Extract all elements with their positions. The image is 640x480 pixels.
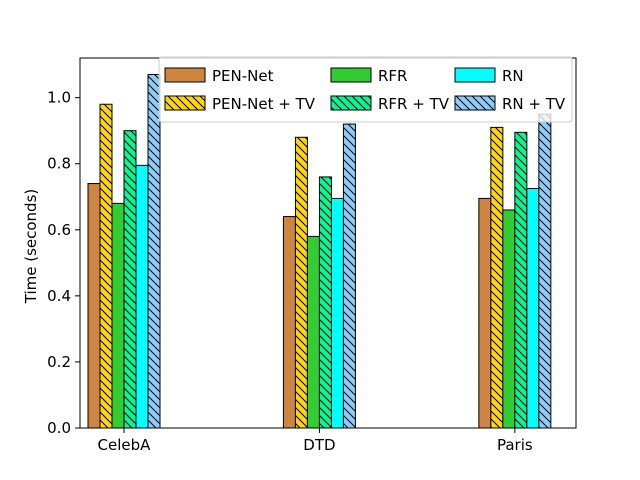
y-tick-label: 0.4 (47, 287, 71, 305)
bar-rfr-celeba (111, 202, 125, 429)
bar-pen-net-paris (478, 197, 492, 429)
legend-swatch-hatch (331, 96, 371, 110)
y-tick-label: 0.6 (47, 221, 71, 239)
bar-hatch (124, 130, 136, 428)
bar-rn-celeba (135, 164, 149, 429)
legend: PEN-Net PEN-Net + TV RFR RFR + TV RN RN + TV (158, 56, 573, 123)
x-axis-ticks: CelebA DTD Paris (98, 428, 533, 454)
bar-hatch (148, 74, 160, 429)
bar-hatch (490, 127, 503, 428)
legend-swatch (330, 67, 372, 83)
y-tick-label: 0.0 (47, 419, 71, 437)
bar-pen-net-dtd (282, 216, 296, 429)
legend-swatch (454, 67, 496, 83)
bar-hatch (295, 137, 308, 429)
legend-swatch-hatch (165, 96, 205, 110)
bar-hatch (319, 176, 332, 428)
legend-label: RN + TV (502, 95, 566, 113)
y-tick-label: 0.8 (47, 155, 71, 173)
x-tick-label: Paris (497, 436, 533, 454)
legend-label: RFR (378, 67, 407, 85)
bar-hatch (514, 132, 527, 428)
bar-pen-net-celeba (87, 183, 101, 429)
bar-hatch (343, 124, 356, 429)
bars (87, 74, 552, 429)
y-axis-label: Time (seconds) (22, 189, 40, 305)
bar-hatch (538, 114, 551, 429)
x-tick-label: DTD (303, 436, 335, 454)
legend-label: PEN-Net + TV (212, 95, 316, 113)
legend-label: RFR + TV (378, 95, 450, 113)
legend-label: PEN-Net (212, 67, 274, 85)
y-tick-label: 1.0 (47, 89, 71, 107)
bar-hatch (100, 104, 112, 428)
bar-rfr-paris (502, 209, 516, 429)
bar-rn-paris (526, 187, 540, 429)
y-axis-ticks: 0.0 0.2 0.4 0.6 0.8 1.0 (47, 89, 80, 437)
legend-swatch (164, 67, 206, 83)
legend-swatch-hatch (455, 96, 495, 110)
y-tick-label: 0.2 (47, 353, 71, 371)
x-tick-label: CelebA (98, 436, 152, 454)
bar-rn-dtd (330, 197, 344, 429)
legend-label: RN (502, 67, 524, 85)
bar-rfr-dtd (306, 235, 320, 429)
